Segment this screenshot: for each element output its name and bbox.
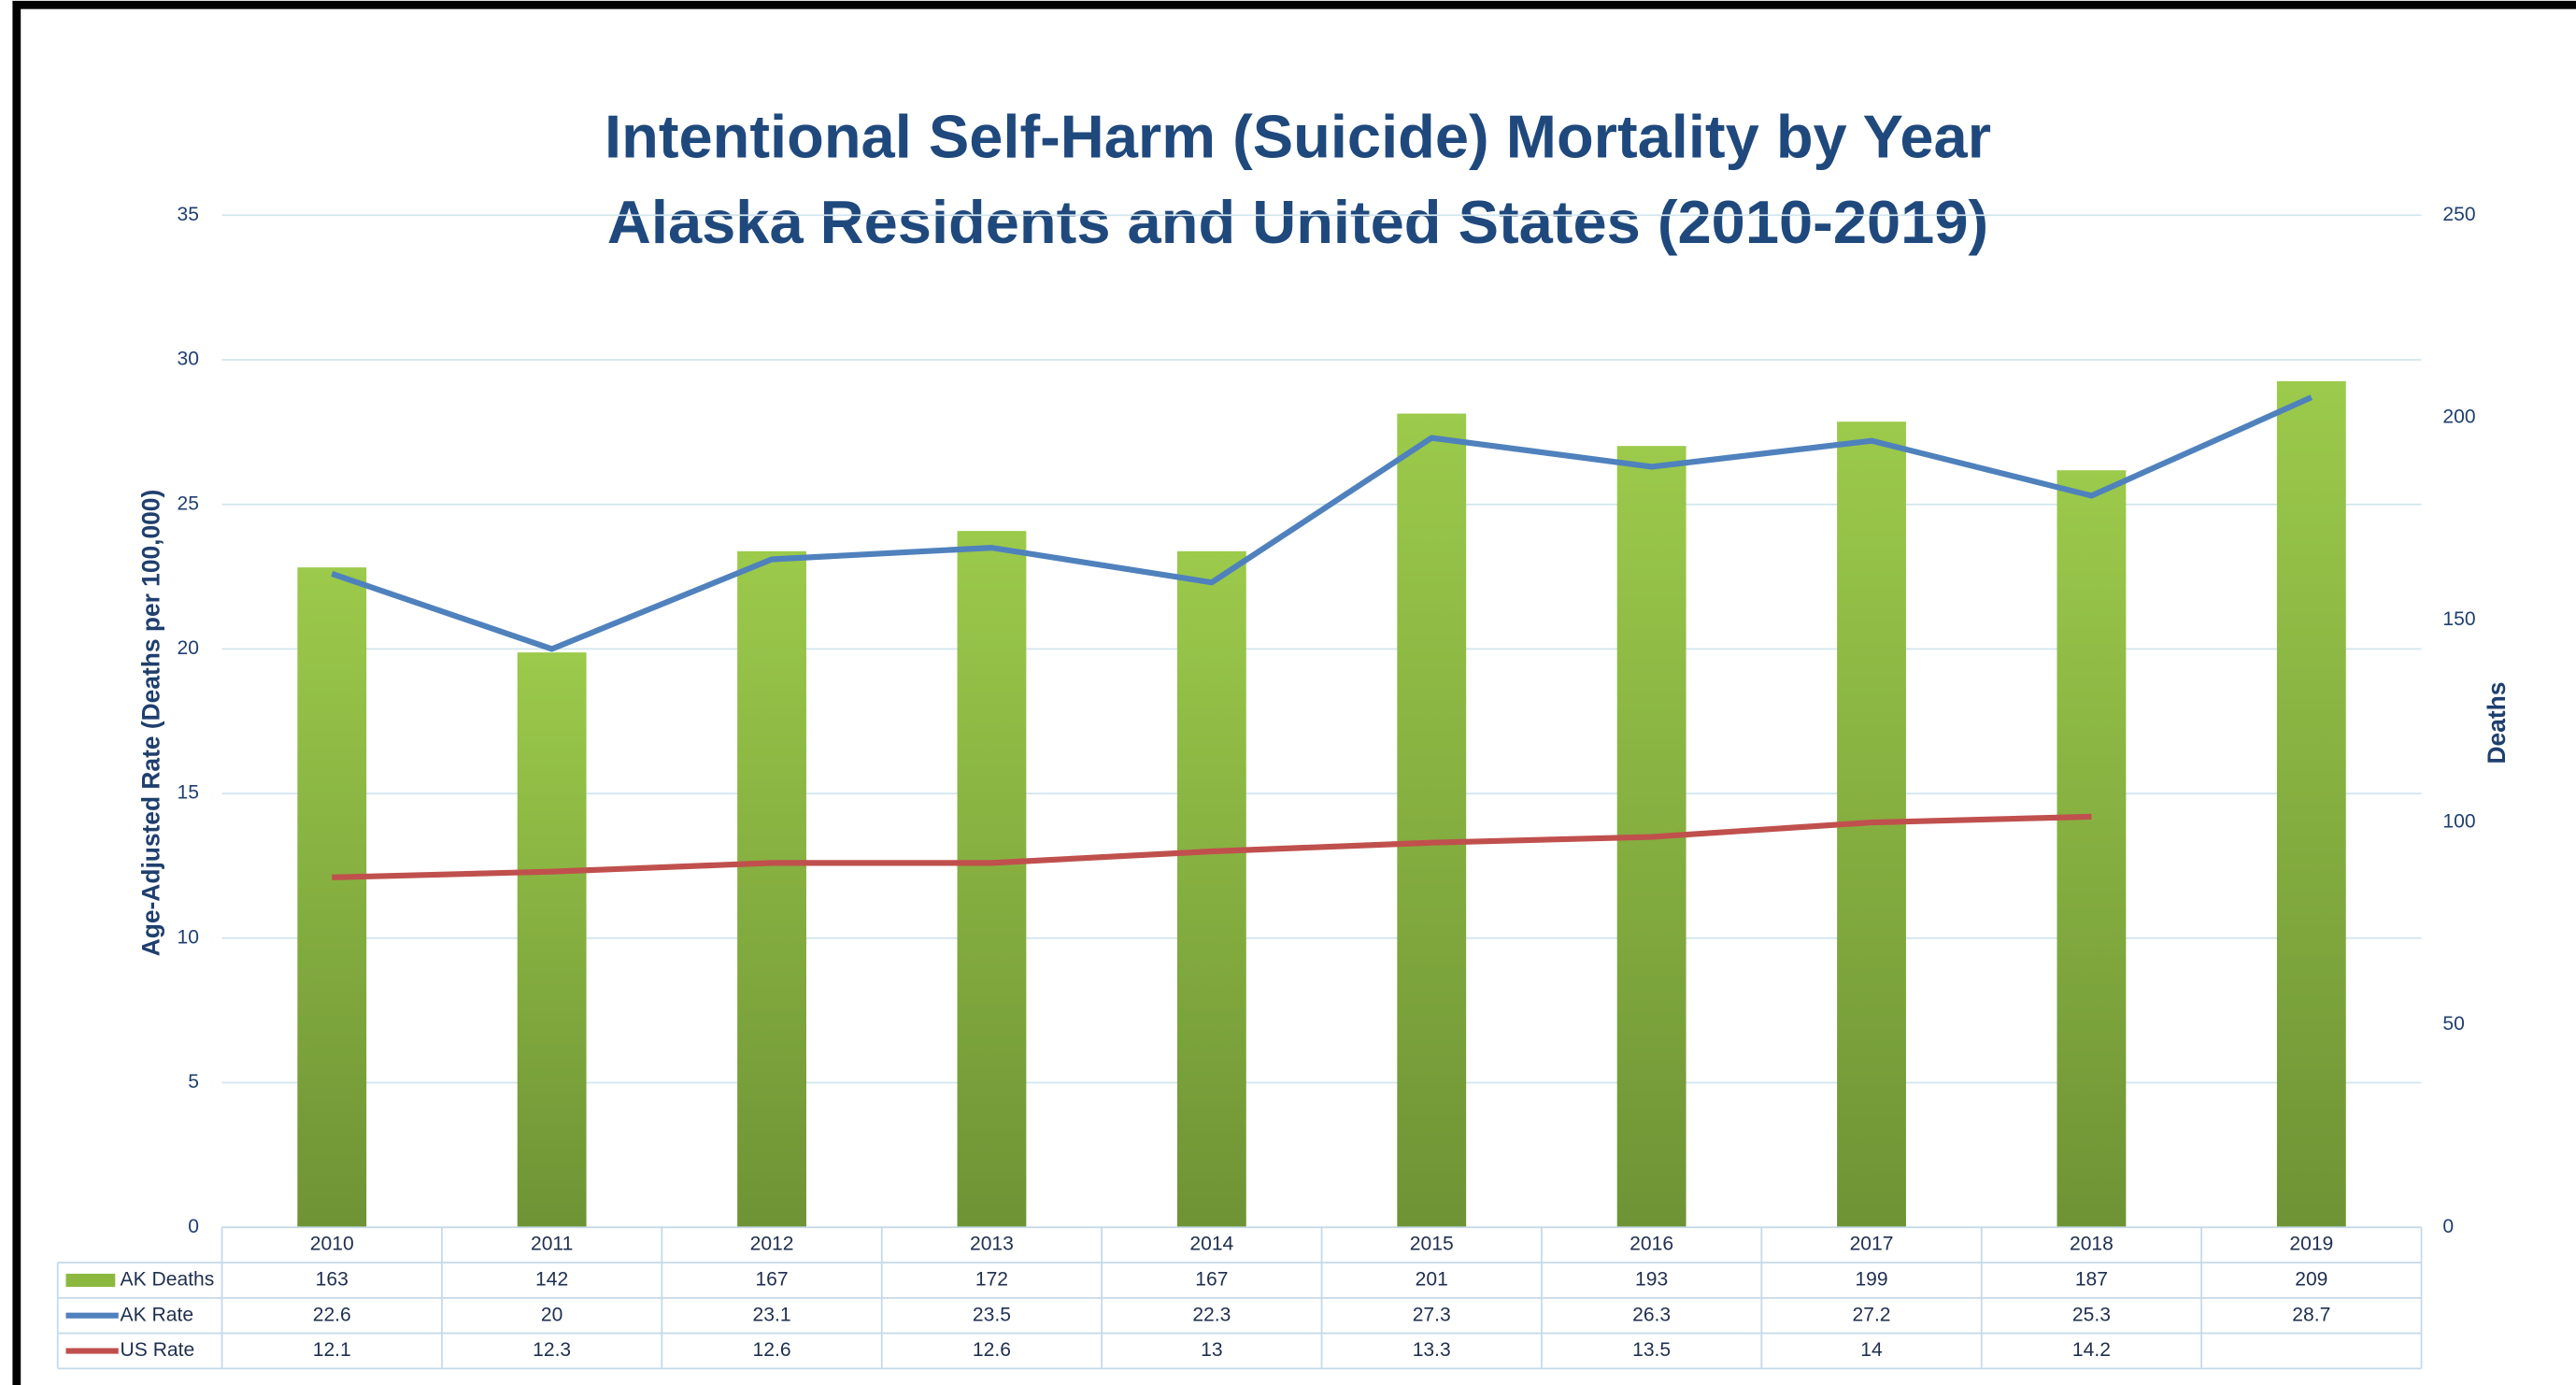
- y-tick-label: 30: [177, 349, 198, 370]
- table-cell: 20: [541, 1304, 562, 1325]
- table-cell: 28.7: [2292, 1304, 2330, 1325]
- table-cell: 12.6: [753, 1339, 791, 1361]
- y-axis-title: Age-Adjusted Rate (Deaths per 100,000): [137, 490, 165, 957]
- y2-tick-label: 250: [2442, 204, 2475, 225]
- bar: [517, 652, 587, 1228]
- x-tick-label: 2011: [531, 1234, 573, 1255]
- y-tick-label: 20: [177, 637, 198, 659]
- table-cell: 23.5: [973, 1304, 1011, 1325]
- y-tick-label: 15: [177, 782, 198, 804]
- bar: [957, 531, 1027, 1228]
- bar: [1397, 413, 1467, 1228]
- table-cell: 23.1: [753, 1304, 791, 1325]
- table-cell: 163: [316, 1269, 349, 1291]
- table-cell: 14: [1860, 1339, 1883, 1361]
- x-tick-label: 2018: [2070, 1234, 2113, 1255]
- table-cell: 12.3: [533, 1339, 571, 1361]
- y-tick-label: 25: [177, 493, 198, 514]
- bar: [1176, 550, 1246, 1228]
- table-cell: 201: [1416, 1269, 1448, 1291]
- y2-tick-label: 100: [2442, 811, 2475, 833]
- y2-tick-label: 200: [2442, 406, 2475, 427]
- x-tick-label: 2017: [1850, 1234, 1894, 1255]
- table-cell: 25.3: [2072, 1304, 2111, 1325]
- table-cell: 27.3: [1413, 1304, 1451, 1325]
- bar: [2276, 380, 2346, 1228]
- line: [331, 394, 2313, 652]
- table-cell: 13.3: [1413, 1339, 1451, 1361]
- table-cell: 13.5: [1632, 1339, 1671, 1361]
- x-tick-label: 2012: [750, 1234, 794, 1255]
- x-tick-label: 2014: [1189, 1234, 1233, 1255]
- y2-tick-label: 50: [2442, 1013, 2464, 1035]
- chart-title: Intentional Self-Harm (Suicide) Mortalit…: [605, 102, 1991, 170]
- y2-axis-title: Deaths: [2483, 682, 2511, 764]
- x-tick-label: 2016: [1630, 1234, 1673, 1255]
- x-tick-label: 2019: [2289, 1234, 2333, 1255]
- frame: [12, 0, 2576, 1385]
- table-cell: 14.2: [2072, 1339, 2111, 1361]
- bar: [2057, 470, 2127, 1228]
- table-cell: 12.1: [313, 1339, 351, 1361]
- y-tick-label: 35: [177, 204, 198, 225]
- x-tick-label: 2010: [310, 1234, 354, 1255]
- y2-tick-label: 0: [2442, 1216, 2454, 1237]
- legend-label: AK Deaths: [121, 1269, 215, 1291]
- table-cell: 193: [1635, 1269, 1668, 1291]
- table-cell: 167: [755, 1269, 788, 1291]
- table-cell: 167: [1195, 1269, 1228, 1291]
- table-cell: 22.6: [313, 1304, 351, 1325]
- table-cell: 22.3: [1192, 1304, 1231, 1325]
- table-cell: 26.3: [1632, 1304, 1671, 1325]
- y-tick-label: 0: [188, 1216, 199, 1237]
- table-cell: 172: [975, 1269, 1008, 1291]
- table-cell: 27.2: [1853, 1304, 1891, 1325]
- table-cell: 199: [1855, 1269, 1887, 1291]
- table-cell: 142: [535, 1269, 568, 1291]
- table-cell: 13: [1201, 1339, 1222, 1361]
- table-cell: 12.6: [973, 1339, 1011, 1361]
- y-tick-label: 5: [188, 1071, 199, 1092]
- legend-label: US Rate: [121, 1339, 195, 1361]
- legend-swatch: [65, 1273, 116, 1287]
- table-cell: 187: [2075, 1269, 2108, 1291]
- bar: [297, 567, 367, 1228]
- table-cell: 209: [2295, 1269, 2327, 1291]
- legend-label: AK Rate: [121, 1304, 193, 1325]
- bar: [737, 550, 806, 1228]
- y-tick-label: 10: [177, 926, 198, 948]
- y2-tick-label: 150: [2442, 608, 2475, 630]
- chart-title: Alaska Residents and United States (2010…: [607, 188, 1988, 256]
- x-tick-label: 2013: [970, 1234, 1014, 1255]
- x-tick-label: 2015: [1410, 1234, 1454, 1255]
- line: [332, 813, 2092, 880]
